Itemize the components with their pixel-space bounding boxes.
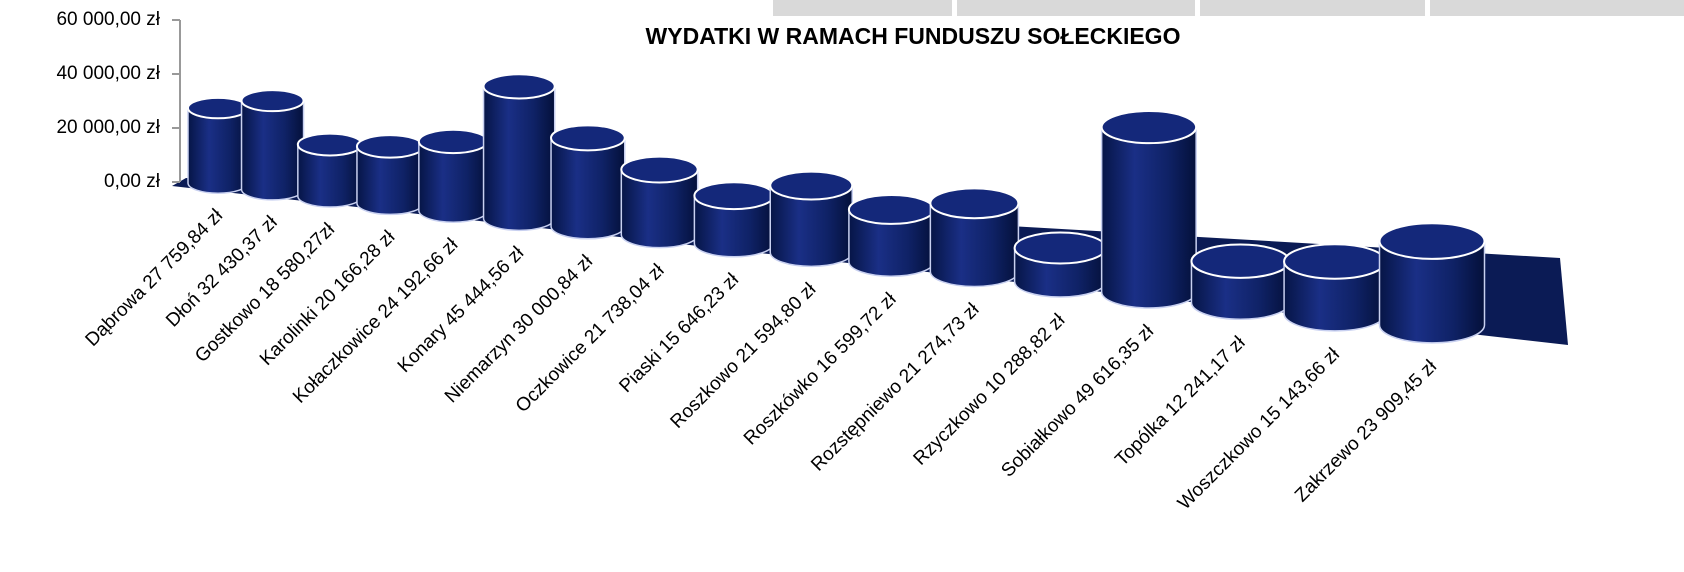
cylinder-top <box>482 73 556 100</box>
cylinder-body <box>550 137 626 240</box>
cylinder-top <box>187 96 249 120</box>
cylinder-top <box>417 128 489 155</box>
tab <box>1430 0 1684 16</box>
cylinder-top <box>620 155 699 184</box>
cylinder-top <box>296 132 363 157</box>
cylinder-top <box>1100 110 1198 145</box>
cylinder-body <box>1100 126 1197 309</box>
cylinder-top <box>769 170 854 201</box>
cylinder-top <box>355 134 425 159</box>
cylinder-top <box>1190 243 1291 279</box>
x-tick-label: Roszkówko 16 599,72 zł <box>740 288 901 449</box>
y-tick-label: 40 000,00 zł <box>56 63 160 84</box>
cylinder-top <box>847 194 935 225</box>
y-tick-label: 60 000,00 zł <box>56 9 160 30</box>
cylinder-top <box>929 187 1020 220</box>
x-tick-label: Rozstępniewo 21 274,73 zł <box>807 299 984 476</box>
tab <box>773 0 952 16</box>
cylinder-body <box>482 85 556 232</box>
cylinder-top <box>240 89 305 113</box>
tab <box>1200 0 1425 16</box>
x-tick-label: Dłoń 32 430,37 zł <box>162 211 282 331</box>
cylinder-top <box>693 181 775 211</box>
cylinder-top <box>1013 231 1107 265</box>
cylinder-body <box>1378 240 1486 344</box>
x-tick-label: Konary 45 444,56 zł <box>394 242 529 377</box>
y-tick-label: 20 000,00 zł <box>56 117 160 138</box>
cylinder-body <box>240 99 305 201</box>
cylinder-top <box>1283 243 1387 280</box>
cylinder-body <box>187 107 249 194</box>
x-tick-label: Oczkowice 21 738,04 zł <box>512 260 669 417</box>
x-tick-label: Niemarzyn 30 000,84 zł <box>441 251 598 408</box>
cylinder-top <box>1378 222 1486 260</box>
tab <box>957 0 1195 16</box>
x-tick-label: Roszkowo 21 594,80 zł <box>667 278 821 432</box>
x-tick-label: Karolinki 20 166,28 zł <box>256 226 400 370</box>
y-tick-label: 0,00 zł <box>104 171 161 192</box>
chart-title: WYDATKI W RAMACH FUNDUSZU SOŁECKIEGO <box>646 23 1181 49</box>
cylinder-top <box>550 124 626 152</box>
